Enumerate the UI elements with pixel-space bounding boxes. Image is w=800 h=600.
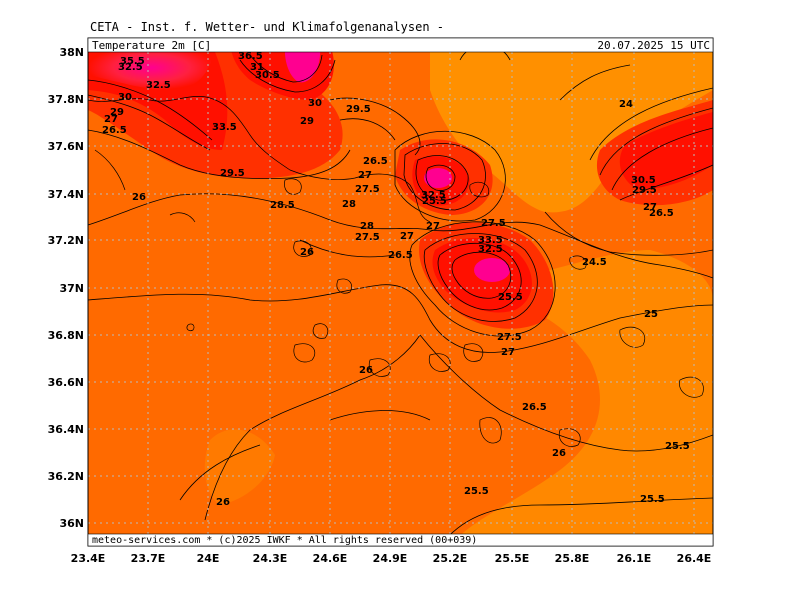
contour-label: 29.5 [632, 185, 657, 196]
graticule [88, 52, 713, 546]
field-cool-south [204, 429, 275, 505]
contour-label: 29 [300, 116, 314, 127]
contour-label: 26 [300, 247, 314, 258]
contour-label: 25.5 [665, 441, 690, 452]
contour-label: 26.5 [649, 208, 674, 219]
lat-label: 36.8N [48, 329, 84, 342]
contour-label: 26.5 [102, 125, 127, 136]
contour-label: 30 [118, 92, 132, 103]
contour-label: 27 [643, 202, 657, 213]
lat-label: 37.2N [48, 234, 84, 247]
lon-label: 25.8E [555, 552, 590, 565]
contour-label: 25.5 [498, 292, 523, 303]
lon-label: 25.5E [495, 552, 530, 565]
contour-label: 36.5 [238, 51, 263, 62]
contour-labels: 32.5 32.5 30 29 27 26.5 33.5 31 30.5 30 … [102, 51, 690, 508]
contour-label: 30.5 [255, 70, 280, 81]
lat-label: 37.6N [48, 140, 84, 153]
contour-label: 27.5 [497, 332, 522, 343]
contour-label: 31 [250, 62, 264, 73]
lat-label: 36N [59, 517, 84, 530]
lat-label: 37.4N [48, 188, 84, 201]
lat-label: 36.4N [48, 423, 84, 436]
footer-credit: meteo-services.com * (c)2025 IWKF * All … [92, 535, 477, 546]
contour-label: 26 [552, 448, 566, 459]
contour-label: 27.5 [481, 218, 506, 229]
contour-label: 26 [132, 192, 146, 203]
lat-label: 36.6N [48, 376, 84, 389]
contour-label: 29 [110, 107, 124, 118]
lon-label: 26.1E [617, 552, 652, 565]
contour-label: 29.5 [346, 104, 371, 115]
contour-label: 33.5 [212, 122, 237, 133]
field-hot-north [284, 45, 321, 83]
lat-label: 38N [59, 46, 84, 59]
contour-label: 26.5 [363, 156, 388, 167]
contour-label: 26.5 [388, 250, 413, 261]
contour-label: 24.5 [582, 257, 607, 268]
contour-label: 27 [501, 347, 515, 358]
contour-label: 33.5 [478, 235, 503, 246]
valid-time: 20.07.2025 15 UTC [597, 39, 710, 52]
contour-label: 26 [359, 365, 373, 376]
contour-label: 27 [104, 114, 118, 125]
longitude-labels: 23.4E 23.7E 24E 24.3E 24.6E 24.9E 25.2E … [71, 552, 712, 565]
lon-label: 25.2E [433, 552, 468, 565]
contour-label: 27.5 [355, 184, 380, 195]
field-hot-center [424, 168, 452, 188]
contour-label: 35.5 [120, 56, 145, 67]
contour-label: 26.5 [522, 402, 547, 413]
coastlines [88, 96, 704, 447]
lon-label: 26.4E [677, 552, 712, 565]
contour-label: 25 [644, 309, 658, 320]
contour-label: 25.5 [640, 494, 665, 505]
lon-label: 23.4E [71, 552, 106, 565]
model-title: CETA - Inst. f. Wetter- und Klimafolgena… [90, 20, 445, 34]
lon-label: 24.6E [313, 552, 348, 565]
lon-label: 24E [197, 552, 220, 565]
contour-label: 24 [619, 99, 633, 110]
contour-label: 27 [400, 231, 414, 242]
contour-label: 27.5 [355, 232, 380, 243]
contour-label: 25.5 [464, 486, 489, 497]
lat-label: 36.2N [48, 470, 84, 483]
lon-label: 23.7E [131, 552, 166, 565]
lon-label: 24.3E [253, 552, 288, 565]
title-strip [87, 37, 714, 53]
contour-label: 30 [308, 98, 322, 109]
contour-label: 32.5 [478, 244, 503, 255]
lat-label: 37.8N [48, 93, 84, 106]
contour-label: 32.5 [146, 80, 171, 91]
contour-label: 27 [358, 170, 372, 181]
parameter-label: Temperature 2m [C] [92, 39, 211, 52]
contour-label: 26 [216, 497, 230, 508]
field-hot-south-center [474, 258, 510, 282]
field-hot-northwest [88, 45, 215, 91]
latitude-labels: 38N 37.8N 37.6N 37.4N 37.2N 37N 36.8N 36… [48, 46, 84, 530]
contour-label: 32.5 [118, 62, 143, 73]
contour-label: 28.5 [270, 200, 295, 211]
isotherms [88, 44, 713, 546]
contour-label: 30.5 [631, 175, 656, 186]
contour-label: 32.5 [421, 190, 446, 201]
footer-strip [87, 533, 714, 547]
lat-label: 37N [59, 282, 84, 295]
contour-label: 29.5 [220, 168, 245, 179]
field-red-east [619, 112, 713, 189]
lon-label: 24.9E [373, 552, 408, 565]
field-cool-southeast [450, 250, 713, 546]
contour-label: 28 [342, 199, 356, 210]
contour-label: 25.5 [422, 196, 447, 207]
contour-label: 27 [426, 221, 440, 232]
contour-label: 28 [360, 221, 374, 232]
